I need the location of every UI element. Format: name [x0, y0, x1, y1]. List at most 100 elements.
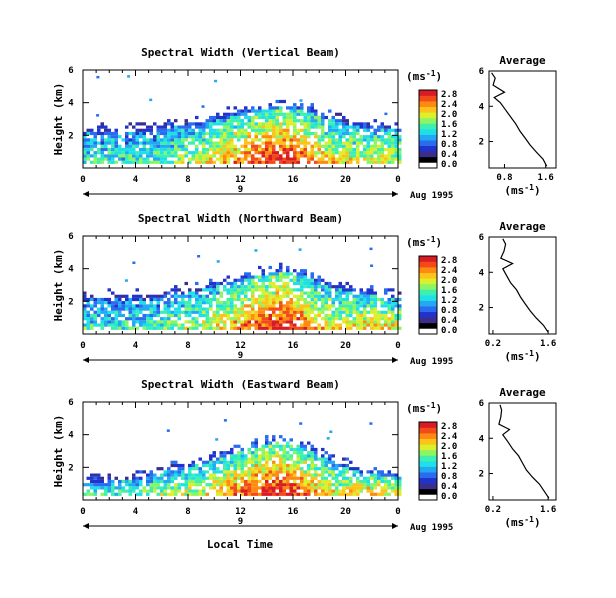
heatmap-cell — [352, 489, 356, 493]
heatmap-cell — [244, 323, 248, 327]
heatmap-cell — [373, 291, 377, 295]
heatmap-cell — [156, 157, 160, 161]
heatmap-cell — [310, 297, 314, 302]
heatmap-cell — [240, 460, 244, 464]
heatmap-cell — [282, 438, 286, 442]
heatmap-cell — [300, 323, 304, 327]
heatmap-cell — [282, 470, 286, 474]
heatmap-cell — [391, 154, 395, 158]
heatmap-cell — [254, 457, 258, 461]
heatmap-cell — [317, 457, 321, 461]
heatmap-cell — [314, 492, 318, 496]
heatmap-cell — [296, 444, 300, 448]
heatmap-cell — [366, 297, 370, 302]
heatmap-cell — [279, 160, 283, 164]
heatmap-cell — [216, 307, 220, 311]
heatmap-cell — [184, 122, 188, 126]
heatmap-cell — [345, 281, 349, 286]
heatmap-cell — [149, 473, 153, 477]
heatmap-cell — [230, 288, 234, 292]
heatmap-cell — [254, 157, 258, 161]
heatmap-cell — [324, 304, 328, 308]
heatmap-cell — [366, 310, 370, 314]
heatmap-cell — [321, 135, 325, 139]
heatmap-cell — [310, 288, 314, 292]
heatmap-cell — [219, 144, 223, 148]
heatmap-cell — [202, 486, 206, 490]
heatmap-cell — [345, 301, 349, 305]
heatmap-cell — [338, 151, 342, 155]
heatmap-cell — [324, 460, 328, 464]
heatmap-cell — [289, 119, 293, 123]
heatmap-cell — [370, 307, 374, 311]
heatmap-cell — [121, 154, 125, 158]
heatmap-cell — [310, 307, 314, 311]
heatmap-cell — [174, 288, 178, 292]
heatmap-cell — [345, 476, 349, 480]
heatmap-cell — [191, 479, 195, 484]
heatmap-cell — [163, 144, 167, 148]
heatmap-cell — [328, 473, 332, 477]
heatmap-cell — [195, 154, 199, 158]
heatmap-cell — [153, 320, 157, 324]
heatmap-cell — [86, 151, 90, 155]
heatmap-cell — [198, 467, 202, 471]
heatmap-cell — [244, 275, 248, 279]
heatmap-cell — [275, 467, 279, 471]
heatmap-cell — [300, 486, 304, 490]
heatmap-cell — [184, 473, 188, 477]
heatmap-cell — [321, 473, 325, 477]
heatmap-cell — [153, 160, 157, 164]
heatmap-cell — [363, 483, 367, 487]
heatmap-cell — [118, 326, 122, 330]
heatmap-cell — [202, 301, 206, 305]
heatmap-cell — [174, 147, 178, 152]
heatmap-cell — [198, 307, 202, 311]
heatmap-cell — [237, 320, 241, 324]
heatmap-cell — [163, 486, 167, 490]
heatmap-cell — [268, 151, 272, 155]
heatmap-cell — [111, 160, 115, 164]
heatmap-cell — [160, 492, 164, 496]
heatmap-cell — [167, 320, 171, 324]
heatmap-cell — [307, 131, 311, 136]
heatmap-cell — [384, 154, 388, 158]
heatmap-cell — [324, 323, 328, 327]
heatmap-cell — [310, 479, 314, 484]
heatmap-cell — [282, 138, 286, 142]
heatmap-cell — [272, 109, 276, 113]
heatmap-cell — [170, 147, 174, 152]
heatmap-cell — [125, 151, 129, 155]
average-x-axis-label: (ms-1) — [504, 183, 540, 197]
heatmap-cell — [391, 307, 395, 311]
heatmap-cell — [363, 135, 367, 139]
colorbar-segment — [419, 322, 437, 329]
heatmap-cell — [240, 144, 244, 148]
heatmap-cell — [209, 323, 213, 327]
heatmap-cell — [251, 128, 255, 132]
heatmap-cell — [205, 463, 209, 468]
heatmap-cell — [300, 275, 304, 279]
heatmap-cell — [359, 138, 363, 142]
heatmap-cell — [279, 285, 283, 289]
heatmap-cell — [268, 470, 272, 474]
heatmap-cell — [359, 473, 363, 477]
heatmap-cell — [391, 486, 395, 490]
heatmap-cell — [352, 297, 356, 302]
heatmap-cell — [265, 463, 269, 468]
heatmap-cell — [163, 304, 167, 308]
heatmap-cell — [156, 304, 160, 308]
average-y-tick-label: 2 — [479, 138, 484, 148]
heatmap-cell — [286, 313, 290, 318]
heatmap-cell — [163, 135, 167, 139]
heatmap-cell — [100, 141, 104, 145]
heatmap-cell — [293, 275, 297, 279]
heatmap-cell — [342, 128, 346, 132]
heatmap-cell — [387, 147, 391, 152]
heatmap-cell — [370, 288, 374, 292]
heatmap-cell — [240, 304, 244, 308]
heatmap-cell — [398, 492, 402, 496]
heatmap-cell — [153, 307, 157, 311]
heatmap-cell — [261, 128, 265, 132]
heatmap-cell — [380, 301, 384, 305]
